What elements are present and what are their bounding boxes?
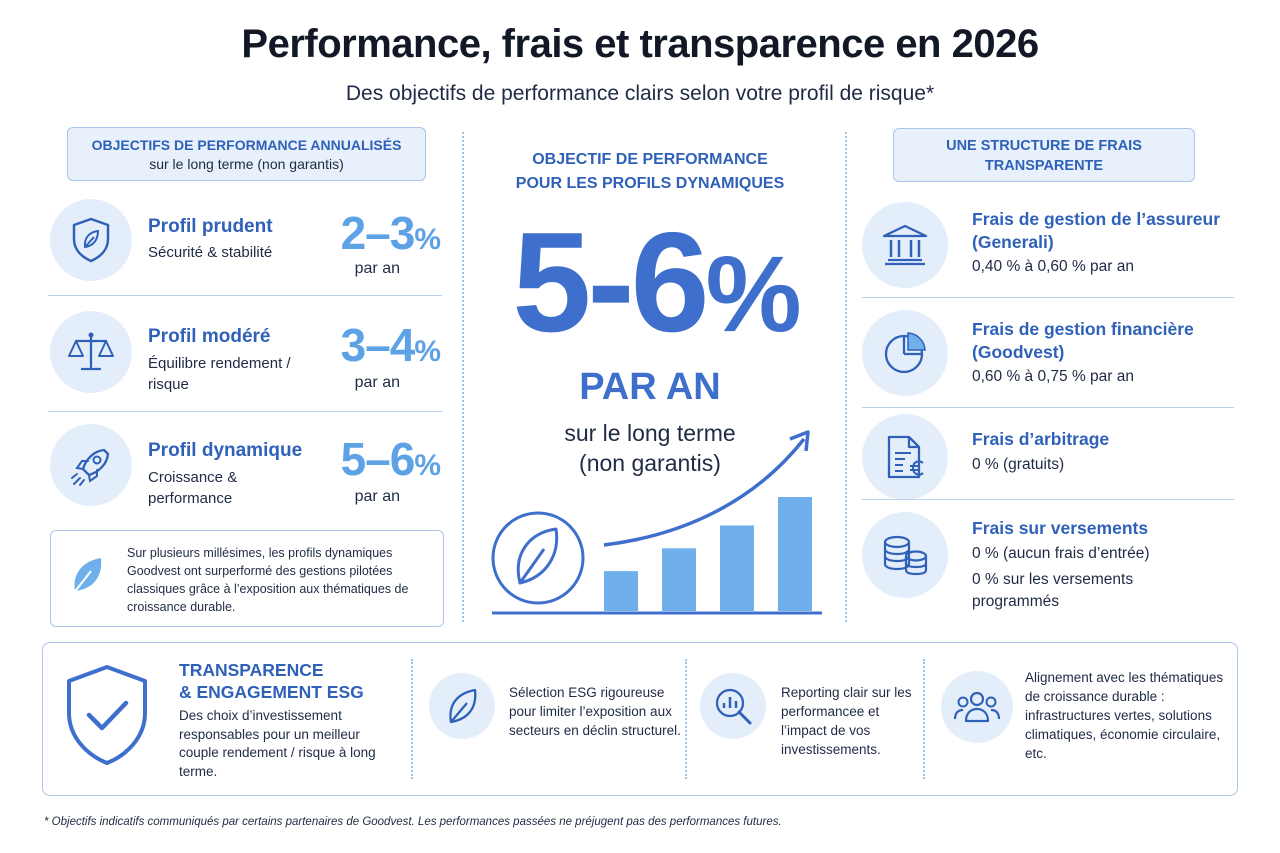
fee-desc: 0 % (aucun frais d’entrée) [972, 545, 1150, 562]
footnote: * Objectifs indicatifs communiqués par c… [44, 816, 782, 828]
esg-section: TRANSPARENCE & ENGAGEMENT ESG Des choix … [42, 642, 1238, 796]
big-performance-value: 5-6% [470, 208, 840, 369]
divider [862, 498, 1234, 500]
profile-value-pct: % [414, 223, 441, 256]
fee-desc: 0,40 % à 0,60 % par an [972, 258, 1135, 275]
growth-bars [604, 497, 812, 611]
big-value-pct: % [705, 233, 802, 354]
growth-bar [778, 497, 812, 611]
growth-arrow-head [789, 430, 810, 452]
fee-row-arbitrage: Frais d’arbitrage 0 % (gratuits) [862, 408, 1234, 500]
esg-separator [923, 659, 925, 779]
esg-title-line1: TRANSPARENCE [179, 660, 324, 680]
shield-check-icon [63, 663, 151, 772]
profile-value-pct: % [414, 335, 441, 368]
esg-title: TRANSPARENCE & ENGAGEMENT ESG [179, 659, 364, 703]
profile-unit: par an [354, 260, 400, 277]
profile-name: Profil prudent [148, 216, 273, 237]
divider [862, 296, 1234, 298]
esg-separator [685, 659, 687, 779]
profile-unit: par an [354, 374, 400, 391]
fee-desc: 0 % (gratuits) [972, 456, 1065, 473]
per-year-label: PAR AN [579, 366, 721, 408]
profile-name: Profil dynamique [148, 440, 303, 461]
pill-title: OBJECTIFS DE PERFORMANCE ANNUALISÉS [91, 137, 402, 153]
fee-desc-2: 0 % sur les versements programmés [972, 571, 1134, 610]
profile-value-pct: % [414, 449, 441, 482]
fee-row-insurer: Frais de gestion de l’assureur (Generali… [862, 190, 1234, 298]
profile-unit: par an [354, 488, 400, 505]
center-heading-line1: OBJECTIF DE PERFORMANCE [532, 151, 768, 168]
document-euro-icon [862, 414, 948, 500]
center-heading: OBJECTIF DE PERFORMANCE POUR LES PROFILS… [470, 148, 830, 196]
esg-separator [411, 659, 413, 779]
growth-bar [662, 548, 696, 611]
note-text: Sur plusieurs millésimes, les profils dy… [127, 546, 409, 614]
profile-desc: Croissance & performance [148, 469, 238, 507]
pill-title-line2: TRANSPARENTE [984, 158, 1104, 174]
growth-illustration [491, 430, 822, 615]
profile-row-prudent: Profil prudent Sécurité & stabilité 2–3%… [48, 188, 442, 296]
growth-arrow [603, 437, 806, 547]
coins-icon [862, 512, 948, 598]
column-separator [462, 132, 464, 622]
scale-icon [50, 311, 132, 393]
fee-desc: 0,60 % à 0,75 % par an [972, 368, 1135, 385]
leaf-icon [516, 527, 559, 585]
pie-chart-icon [862, 310, 948, 396]
leaf-icon [429, 673, 495, 739]
pill-title-line1: UNE STRUCTURE DE FRAIS [946, 138, 1142, 154]
long-term-label: sur le long terme (non garantis) [470, 418, 830, 478]
profile-row-modere: Profil modéré Équilibre rendement / risq… [48, 296, 442, 412]
profile-value: 5–6% [340, 432, 441, 486]
divider [48, 294, 442, 296]
report-search-icon [700, 673, 766, 739]
big-value-range: 5-6 [512, 203, 709, 362]
performance-note: Sur plusieurs millésimes, les profils dy… [50, 530, 444, 627]
profile-desc: Équilibre rendement / risque [148, 355, 291, 393]
fee-row-deposits: Frais sur versements 0 % (aucun frais d’… [862, 500, 1234, 620]
profile-value-range: 3–4 [340, 319, 416, 371]
divider [862, 406, 1234, 408]
growth-bar [604, 571, 638, 611]
fee-structure-pill: UNE STRUCTURE DE FRAIS TRANSPARENTE [893, 128, 1195, 182]
esg-desc: Des choix d’investissement responsables … [179, 708, 376, 779]
esg-item-text: Sélection ESG rigoureuse pour limiter l’… [509, 685, 681, 738]
shield-leaf-icon [50, 199, 132, 281]
profile-desc: Sécurité & stabilité [148, 244, 273, 261]
esg-item-text: Alignement avec les thématiques de crois… [1025, 670, 1224, 761]
fee-name: Frais de gestion de l’assureur (Generali… [972, 209, 1220, 252]
esg-title-line2: & ENGAGEMENT ESG [179, 682, 364, 702]
fee-name: Frais sur versements [972, 518, 1149, 538]
long-term-line2: (non garantis) [579, 450, 721, 476]
profile-row-dynamique: Profil dynamique Croissance & performanc… [48, 412, 442, 522]
people-icon [941, 671, 1013, 743]
center-heading-line2: POUR LES PROFILS DYNAMIQUES [515, 175, 785, 192]
leaf-icon [67, 553, 107, 602]
profile-value: 3–4% [340, 318, 441, 372]
profile-value-range: 5–6 [340, 433, 416, 485]
column-separator [845, 132, 847, 622]
fee-row-financial: Frais de gestion financière (Goodvest) 0… [862, 298, 1234, 408]
fee-name: Frais d’arbitrage [972, 429, 1110, 449]
fee-name: Frais de gestion financière (Goodvest) [972, 319, 1194, 362]
profile-value: 2–3% [340, 206, 441, 260]
bank-icon [862, 202, 948, 288]
long-term-line1: sur le long terme [564, 420, 736, 446]
divider [48, 410, 442, 412]
rocket-icon [50, 424, 132, 506]
page-subtitle: Des objectifs de performance clairs selo… [345, 82, 935, 105]
profile-value-range: 2–3 [340, 207, 416, 259]
page-title: Performance, frais et transparence en 20… [241, 22, 1039, 66]
performance-objectives-pill: OBJECTIFS DE PERFORMANCE ANNUALISÉS sur … [67, 127, 426, 181]
esg-item-text: Reporting clair sur les performancee et … [781, 685, 912, 757]
profile-name: Profil modéré [148, 326, 271, 347]
pill-subtitle: sur le long terme (non garantis) [149, 156, 344, 172]
growth-bar [720, 525, 754, 611]
